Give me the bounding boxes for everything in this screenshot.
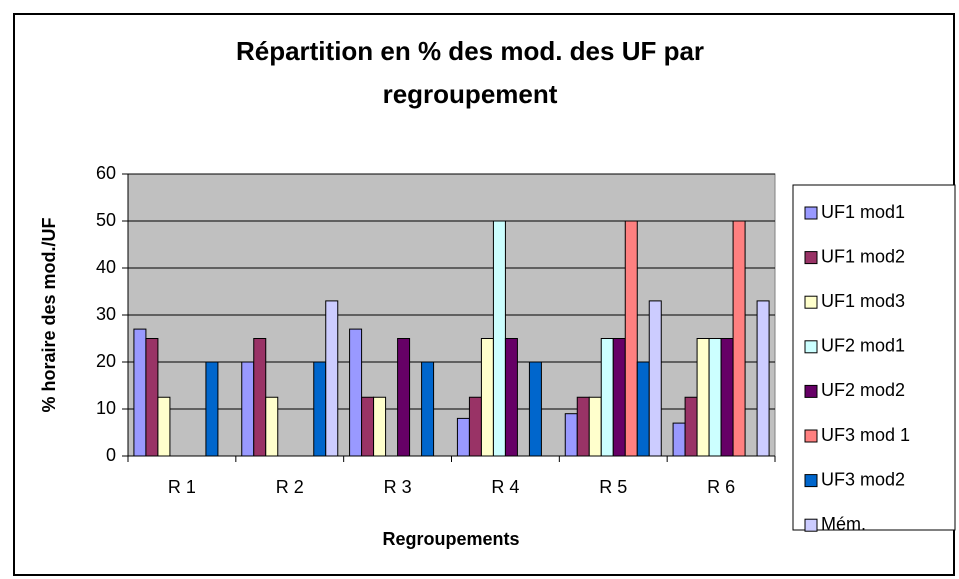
bar: [696, 338, 710, 457]
bar: [528, 361, 542, 457]
legend-label: UF3 mod 1: [821, 425, 910, 445]
bar: [349, 328, 363, 457]
bar: [313, 361, 327, 457]
legend-label: UF3 mod2: [821, 469, 905, 489]
y-axis-label: % horaire des mod./UF: [39, 217, 59, 412]
bar: [145, 338, 159, 457]
bar: [133, 328, 147, 457]
legend-swatch: [804, 206, 818, 220]
bar: [612, 338, 626, 457]
x-tick-label: R 4: [491, 477, 519, 497]
bar: [576, 396, 590, 457]
bar: [588, 396, 602, 457]
x-tick-label: R 5: [599, 477, 627, 497]
bar: [756, 300, 770, 457]
legend-swatch: [804, 340, 818, 354]
y-tick-label: 40: [96, 257, 116, 277]
legend-swatch: [804, 518, 818, 532]
bar: [480, 338, 494, 457]
bar: [636, 361, 650, 457]
bar: [504, 338, 518, 457]
legend-label: Mém.: [821, 514, 866, 534]
legend-label: UF2 mod1: [821, 336, 905, 356]
bar: [648, 300, 662, 457]
bar: [241, 361, 255, 457]
x-tick-label: R 1: [168, 477, 196, 497]
bar: [421, 361, 435, 457]
y-tick-label: 50: [96, 210, 116, 230]
legend-label: UF1 mod1: [821, 202, 905, 222]
legend-label: UF2 mod2: [821, 380, 905, 400]
bar: [397, 338, 411, 457]
bar: [492, 220, 506, 457]
legend-swatch: [804, 251, 818, 265]
bar: [456, 417, 470, 457]
x-tick-label: R 6: [707, 477, 735, 497]
legend-swatch: [804, 474, 818, 488]
bar: [265, 396, 279, 457]
x-tick-label: R 3: [384, 477, 412, 497]
legend-swatch: [804, 429, 818, 443]
bar: [732, 220, 746, 457]
bar: [468, 396, 482, 457]
bar: [600, 338, 614, 457]
x-axis-label: Regroupements: [382, 529, 519, 549]
x-tick-label: R 2: [276, 477, 304, 497]
bar: [373, 396, 387, 457]
bar: [157, 396, 171, 457]
bar: [253, 338, 267, 457]
legend-box: [792, 184, 956, 531]
bar: [564, 413, 578, 457]
bar: [708, 338, 722, 457]
bar: [205, 361, 219, 457]
bar: [361, 396, 375, 457]
legend-label: UF1 mod3: [821, 291, 905, 311]
y-tick-label: 20: [96, 351, 116, 371]
legend-swatch: [804, 295, 818, 309]
bar: [672, 422, 686, 457]
y-tick-label: 30: [96, 304, 116, 324]
bar: [684, 396, 698, 457]
y-tick-label: 10: [96, 398, 116, 418]
y-tick-label: 0: [106, 445, 116, 465]
bar: [624, 220, 638, 457]
y-tick-label: 60: [96, 163, 116, 183]
legend-label: UF1 mod2: [821, 246, 905, 266]
legend-swatch: [804, 384, 818, 398]
bar: [325, 300, 339, 457]
bar: [720, 338, 734, 457]
chart-title: Répartition en % des mod. des UF par reg…: [235, 36, 705, 109]
